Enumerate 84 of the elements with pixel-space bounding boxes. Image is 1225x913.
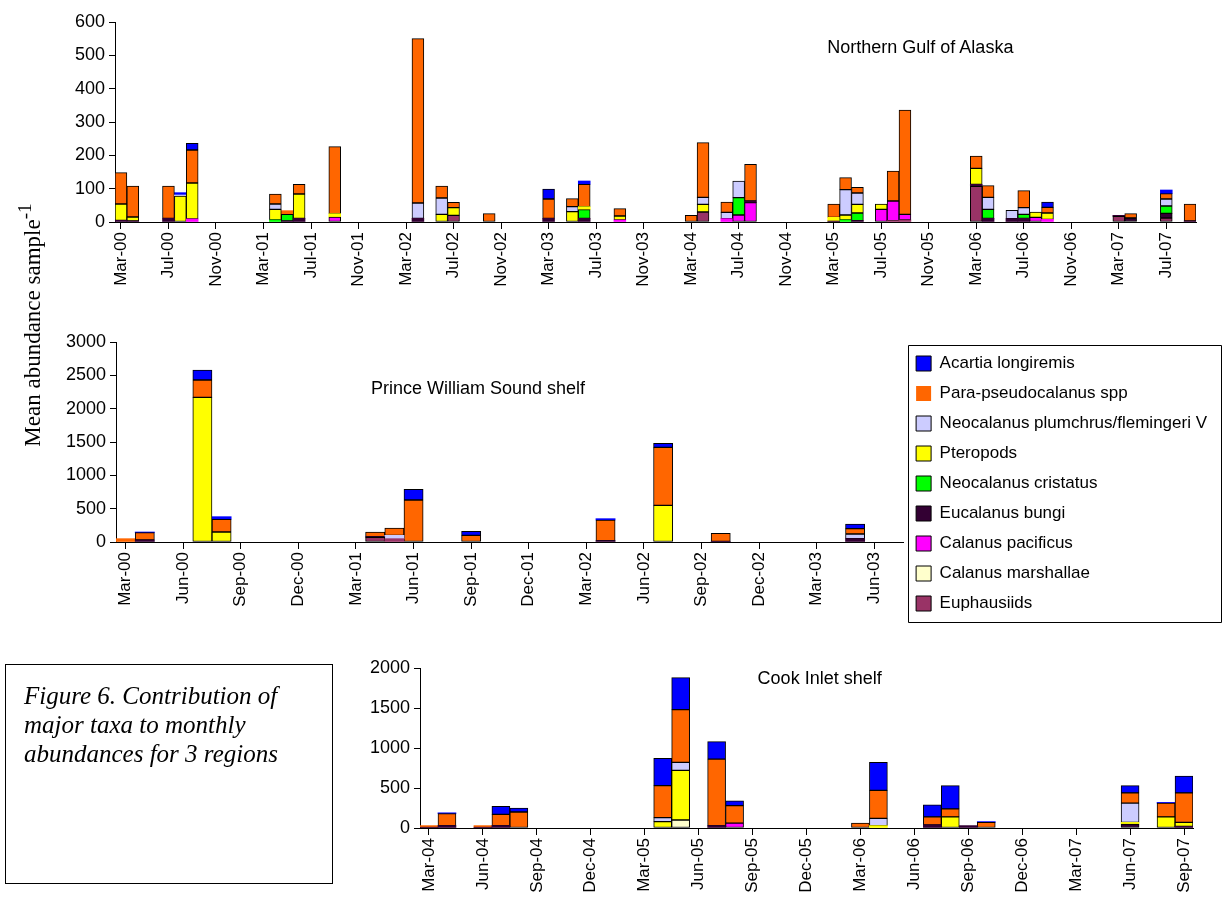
- x-tick-label: Sep-04: [526, 838, 546, 893]
- x-tick-label: Mar-02: [576, 552, 596, 606]
- x-tick-label: Mar-04: [680, 232, 700, 286]
- x-tick-label: Dec-06: [1011, 838, 1031, 893]
- x-tick-label: Sep-00: [230, 552, 250, 607]
- x-tick-label: Jun-00: [172, 552, 192, 604]
- legend-label: Calanus marshallae: [939, 563, 1090, 583]
- y-tick-label: 0: [94, 210, 105, 231]
- x-tick-label: Mar-05: [823, 232, 843, 286]
- legend-label: Neocalanus plumchrus/flemingeri V: [939, 413, 1208, 433]
- x-tick-label: Mar-00: [115, 552, 135, 606]
- x-tick-label: Nov-01: [348, 232, 368, 287]
- text: Northern Gulf of Alaska: [827, 36, 1015, 57]
- y-tick-label: 200: [74, 144, 105, 165]
- y-tick-label: 600: [74, 10, 105, 31]
- x-tick-label: Sep-07: [1173, 838, 1193, 893]
- y-tick-label: 2000: [369, 656, 410, 677]
- y-tick-label: 400: [74, 77, 105, 98]
- x-tick-label: Mar-06: [965, 232, 985, 286]
- y-tick-label: 1500: [369, 696, 410, 717]
- y-tick-label: 1000: [369, 736, 410, 757]
- x-tick-label: Mar-07: [1065, 838, 1085, 892]
- x-tick-label: Dec-04: [580, 838, 600, 893]
- x-tick-label: Nov-04: [775, 232, 795, 287]
- y-tick-label: 500: [379, 776, 410, 797]
- x-tick-label: Mar-01: [345, 552, 365, 606]
- legend-label: Para-pseudocalanus spp: [939, 383, 1128, 403]
- chart-title: Cook Inlet shelf: [757, 668, 883, 689]
- x-tick-label: Mar-00: [110, 232, 130, 286]
- y-tick-label: 100: [74, 177, 105, 198]
- x-tick-label: Mar-03: [538, 232, 558, 286]
- x-tick-label: Nov-06: [1060, 232, 1080, 287]
- legend-label: Eucalanus bungi: [939, 503, 1066, 523]
- y-tick-label: 2500: [65, 364, 106, 385]
- x-tick-label: Sep-05: [742, 838, 762, 893]
- legend-label: Neocalanus cristatus: [939, 473, 1098, 493]
- legend-label: Acartia longiremis: [939, 353, 1075, 373]
- y-tick-label: 1000: [65, 464, 106, 485]
- x-tick-label: Jun-07: [1119, 838, 1139, 890]
- x-tick-label: Jul-06: [1013, 232, 1033, 279]
- x-tick-label: Mar-05: [634, 838, 654, 892]
- x-tick-label: Jun-05: [688, 838, 708, 890]
- x-tick-label: Jul-01: [300, 232, 320, 279]
- x-tick-label: Jun-04: [472, 838, 492, 890]
- x-tick-label: Jul-05: [870, 232, 890, 279]
- y-tick-label: 0: [399, 816, 410, 837]
- x-tick-label: Nov-00: [205, 232, 225, 287]
- x-tick-label: Mar-06: [850, 838, 870, 892]
- x-tick-label: Jun-06: [904, 838, 924, 890]
- x-tick-label: Nov-03: [633, 232, 653, 287]
- legend-label: Euphausiids: [939, 593, 1033, 613]
- x-tick-label: Jul-04: [728, 232, 748, 279]
- x-tick-label: Dec-00: [288, 552, 308, 607]
- x-tick-label: Jul-07: [1155, 232, 1175, 279]
- x-tick-label: Mar-02: [395, 232, 415, 286]
- legend-label: Pteropods: [939, 443, 1018, 463]
- x-tick-label: Sep-06: [957, 838, 977, 893]
- x-tick-label: Jul-03: [585, 232, 605, 279]
- x-tick-label: Sep-01: [460, 552, 480, 607]
- y-tick-label: 1500: [65, 430, 106, 451]
- x-tick-label: Dec-05: [796, 838, 816, 893]
- x-tick-label: Sep-02: [691, 552, 711, 607]
- y-tick-label: 300: [74, 110, 105, 131]
- x-tick-label: Mar-01: [253, 232, 273, 286]
- x-tick-label: Jul-02: [443, 232, 463, 279]
- x-tick-label: Nov-05: [918, 232, 938, 287]
- x-tick-label: Jun-02: [633, 552, 653, 604]
- y-tick-label: 500: [75, 497, 106, 518]
- x-tick-label: Nov-02: [490, 232, 510, 287]
- y-tick-label: 3000: [65, 330, 106, 351]
- y-tick-label: 500: [74, 44, 105, 65]
- x-tick-label: Jun-01: [403, 552, 423, 604]
- x-tick-label: Mar-04: [418, 838, 438, 892]
- legend-label: Calanus pacificus: [939, 533, 1073, 553]
- x-tick-label: Mar-07: [1108, 232, 1128, 286]
- x-tick-label: Jul-00: [158, 232, 178, 279]
- x-tick-label: Mar-03: [806, 552, 826, 606]
- caption: Figure 6. Contribution of major taxa to monthly abundances for 3 regions: [5, 664, 333, 884]
- x-tick-label: Jun-03: [863, 552, 883, 604]
- y-tick-label: 0: [95, 530, 106, 551]
- y-tick-label: 2000: [65, 397, 106, 418]
- x-tick-label: Dec-02: [748, 552, 768, 607]
- text: Prince William Sound shelf: [371, 377, 587, 398]
- x-tick-label: Dec-01: [518, 552, 538, 607]
